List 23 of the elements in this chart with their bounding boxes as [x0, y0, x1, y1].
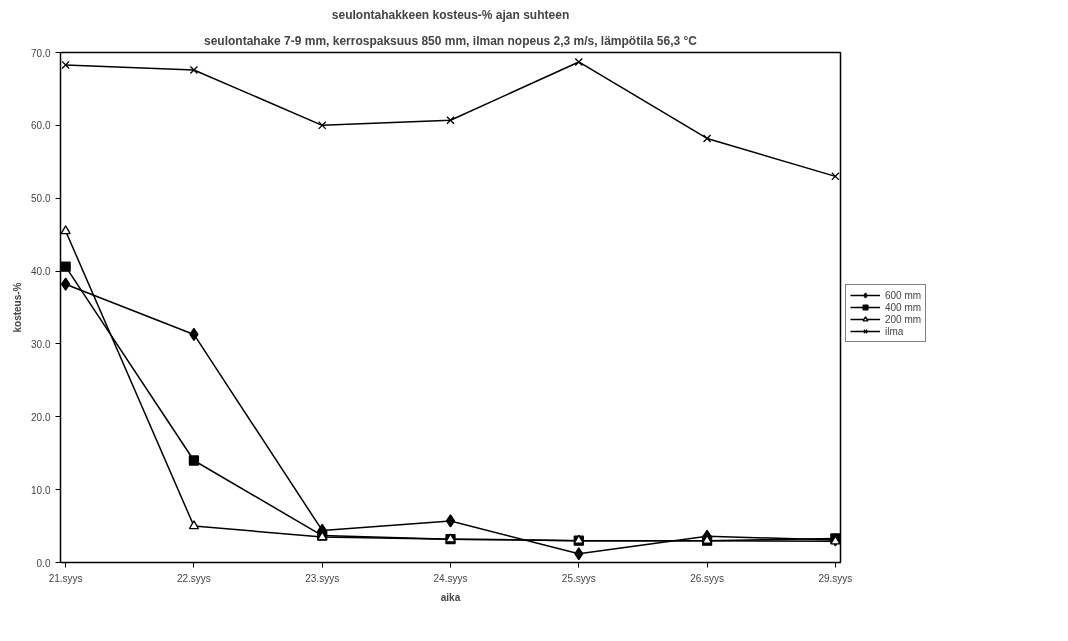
y-tick-label: 0.0 [36, 557, 51, 569]
x-tick-label: 29.syys [818, 572, 853, 584]
x-tick-label: 24.syys [433, 572, 468, 584]
chart-subtitle: seulontahake 7-9 mm, kerrospaksuus 850 mm, ilman nopeus 2,3 m/s, lämpötila 56,3 °C [204, 33, 698, 48]
x-tick-label: 21.syys [48, 572, 83, 584]
x-tick-label: 23.syys [305, 572, 340, 584]
y-tick-label: 40.0 [31, 266, 51, 278]
chart-title: seulontahakkeen kosteus-% ajan suhteen [331, 7, 570, 22]
y-axis-title: kosteus-% [12, 282, 24, 333]
y-tick-label: 60.0 [31, 120, 51, 132]
y-tick-label: 70.0 [31, 47, 51, 59]
legend-label: 200 mm [885, 313, 922, 325]
y-tick-label: 10.0 [31, 484, 51, 496]
x-tick-label: 26.syys [690, 572, 725, 584]
y-tick-label: 30.0 [31, 338, 51, 350]
legend-label: 600 mm [885, 289, 922, 301]
x-tick-label: 22.syys [176, 572, 211, 584]
y-tick-label: 50.0 [31, 193, 51, 205]
x-axis-title: aika [440, 591, 461, 603]
legend-label: ilma [885, 325, 905, 337]
legend-label: 400 mm [885, 301, 922, 313]
x-tick-label: 25.syys [561, 572, 596, 584]
y-tick-label: 20.0 [31, 411, 51, 423]
